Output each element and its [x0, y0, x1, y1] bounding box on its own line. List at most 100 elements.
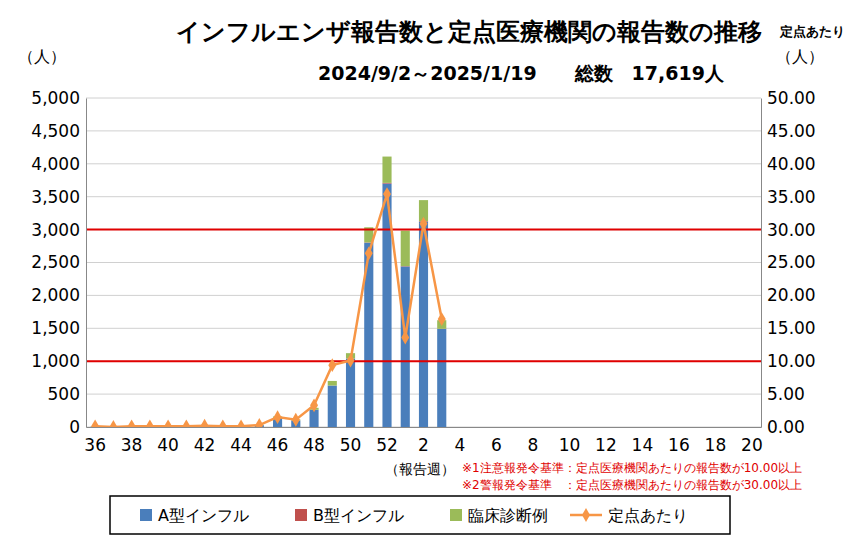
grid-line [86, 130, 761, 131]
tick: 4,000 [31, 154, 86, 174]
tick: 50.00 [761, 88, 816, 108]
tick: 500 [48, 384, 86, 404]
bar [419, 222, 428, 427]
tick: 3,000 [31, 220, 86, 240]
tick: 4,500 [31, 121, 86, 141]
tick-label: 14 [632, 435, 654, 455]
tick: 20 [741, 427, 763, 455]
marker [347, 354, 355, 368]
tick: 6 [491, 427, 502, 455]
tick-label: 5,000 [31, 88, 80, 108]
tick: 14 [632, 427, 654, 455]
tick: 1,500 [31, 318, 86, 338]
marker [91, 419, 99, 427]
axis-line [761, 99, 762, 428]
tick-label: 8 [528, 435, 539, 455]
marker [164, 419, 172, 427]
tick: 52 [376, 427, 398, 455]
tick-label: 0 [69, 417, 80, 437]
legend-label: B型インフル [313, 506, 404, 525]
tick: 5.00 [761, 384, 805, 404]
axis-line [86, 99, 87, 428]
legend-item: 臨床診断例 [450, 506, 548, 525]
y2-axis: 0.005.0010.0015.0020.0025.0030.0035.0040… [761, 88, 816, 437]
legend: A型インフル B型インフル 臨床診断例 定点あたり [110, 496, 730, 534]
legend-label: A型インフル [158, 506, 249, 525]
tick: 2,500 [31, 252, 86, 272]
axis-line [87, 427, 762, 428]
legend-swatch [140, 509, 152, 521]
tick: 8 [528, 427, 539, 455]
tick: 0.00 [761, 417, 805, 437]
bar [437, 329, 446, 427]
tick-label: 38 [121, 435, 143, 455]
legend-swatch [450, 509, 462, 521]
tick-label: 2,500 [31, 252, 80, 272]
tick-label: 52 [376, 435, 398, 455]
tick-label: 15.00 [767, 318, 816, 338]
marker [401, 331, 409, 345]
x-axis: 3638404244464850522468101214161820 [84, 427, 762, 455]
grid [86, 98, 761, 427]
line [95, 194, 442, 427]
marker [255, 418, 263, 427]
tick: 42 [194, 427, 216, 455]
tick-label: 3,500 [31, 187, 80, 207]
tick-label: 40.00 [767, 154, 816, 174]
marker [182, 419, 190, 427]
tick: 40 [157, 427, 179, 455]
tick-label: 6 [491, 435, 502, 455]
marker [109, 420, 117, 427]
marker [219, 419, 227, 427]
tick-label: 25.00 [767, 252, 816, 272]
marker [201, 419, 209, 427]
bar [401, 266, 410, 427]
grid-line [86, 98, 761, 99]
legend-swatch [582, 508, 590, 522]
tick-label: 500 [48, 384, 80, 404]
marker [146, 419, 154, 427]
marker [420, 217, 428, 231]
tick: 15.00 [761, 318, 816, 338]
bar [401, 231, 410, 267]
tick-label: 2,000 [31, 285, 80, 305]
tick-label: 36 [84, 435, 106, 455]
tick: 45.00 [761, 121, 816, 141]
tick: 20.00 [761, 285, 816, 305]
marker [328, 358, 336, 372]
tick-label: 50 [340, 435, 362, 455]
marker [237, 419, 245, 427]
legend-label: 定点あたり [608, 506, 688, 525]
tick-label: 16 [668, 435, 690, 455]
legend-frame [110, 496, 730, 534]
tick: 0 [69, 417, 86, 437]
tick: 1,000 [31, 351, 86, 371]
tick-label: 3,000 [31, 220, 80, 240]
tick-label: 4,000 [31, 154, 80, 174]
marker [365, 246, 373, 260]
tick-label: 35.00 [767, 187, 816, 207]
tick: 35.00 [761, 187, 816, 207]
tick-label: 20.00 [767, 285, 816, 305]
marker [438, 312, 446, 326]
tick: 10 [559, 427, 581, 455]
annotation: ※2警報発令基準 ：定点医療機関あたりの報告数が30.00以上 [462, 478, 802, 492]
tick-label: 18 [705, 435, 727, 455]
tick-label: 1,000 [31, 351, 80, 371]
tick: 25.00 [761, 252, 816, 272]
tick: 3,500 [31, 187, 86, 207]
tick-label: 45.00 [767, 121, 816, 141]
legend-item: 定点あたり [570, 506, 688, 525]
legend-item: B型インフル [295, 506, 404, 525]
tick-label: 44 [230, 435, 252, 455]
grid-line [86, 361, 761, 362]
y-axis-label: （人） [18, 47, 66, 66]
tick-label: 10 [559, 435, 581, 455]
tick: 30.00 [761, 220, 816, 240]
marker [292, 413, 300, 427]
x-axis-label: （報告週） [385, 461, 455, 477]
annotation: ※1注意報発令基準：定点医療機関あたりの報告数が10.00以上 [462, 461, 802, 475]
tick: 48 [303, 427, 325, 455]
tick-label: 42 [194, 435, 216, 455]
annotation: 定点あたり [779, 24, 845, 39]
